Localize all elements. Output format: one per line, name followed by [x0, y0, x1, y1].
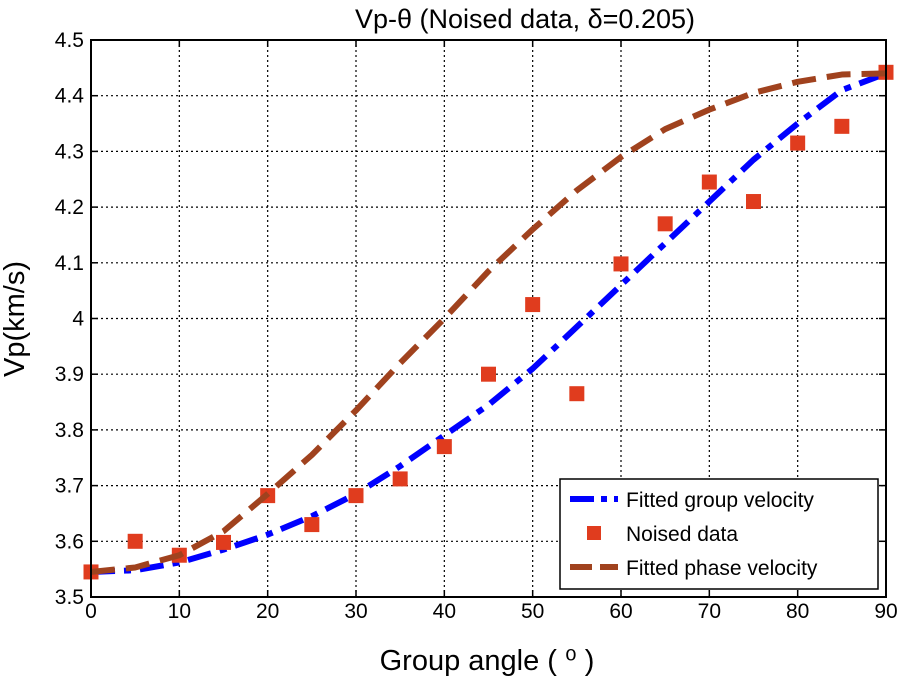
series-layer [83, 64, 894, 580]
series-line-phase-velocity [90, 70, 887, 575]
legend-label-1: Noised data [626, 523, 738, 546]
data-point-noised-1 [127, 533, 143, 549]
y-axis-label: Vp(km/s) [0, 261, 31, 377]
legend-label-2: Fitted phase velocity [626, 557, 818, 580]
x-tick-label-0: 0 [85, 600, 97, 623]
data-point-noised-13 [657, 216, 673, 232]
y-tick-label-4: 3.9 [55, 363, 84, 386]
legend-box [559, 478, 879, 590]
x-tick-label-9: 90 [874, 600, 897, 623]
x-tick-label-7: 70 [698, 600, 721, 623]
x-tick-label-4: 40 [433, 600, 456, 623]
data-point-noised-5 [304, 517, 320, 533]
data-point-noised-7 [392, 471, 408, 487]
data-point-noised-11 [569, 386, 585, 402]
y-tick-label-9: 4.4 [55, 85, 85, 108]
x-axis-label: Group angle ( ⁰ ) [380, 645, 595, 677]
data-point-noised-6 [348, 488, 364, 504]
x-tick-label-1: 10 [168, 600, 191, 623]
legend: Fitted group velocity Noised data Fitted p… [559, 478, 879, 590]
data-point-noised-10 [525, 297, 541, 313]
y-tick-label-10: 4.5 [55, 29, 84, 52]
x-tick-label-3: 30 [344, 600, 367, 623]
axes [90, 39, 887, 598]
data-point-noised-15 [746, 194, 761, 210]
data-point-noised-3 [216, 534, 231, 550]
data-point-noised-9 [481, 366, 496, 382]
y-tick-label-1: 3.6 [55, 530, 84, 553]
y-tick-label-7: 4.2 [55, 196, 84, 219]
data-point-noised-12 [613, 256, 629, 272]
x-tick-label-8: 80 [786, 600, 809, 623]
y-tick-label-5: 4 [72, 308, 84, 331]
y-tick-label-3: 3.8 [55, 419, 84, 442]
data-point-noised-8 [436, 439, 452, 455]
data-point-noised-17 [834, 118, 850, 134]
data-point-noised-16 [790, 135, 806, 151]
y-tick-label-6: 4.1 [55, 252, 84, 275]
y-tick-label-0: 3.5 [55, 586, 84, 609]
chart-title: Vp-θ (Noised data, δ=0.205) [355, 4, 695, 34]
tick-labels: 0 10 20 30 40 50 60 70 80 90 3.5 3.6 3.7 3.8 3.9 4 4.1 4.… [55, 29, 898, 623]
legend-label-0: Fitted group velocity [626, 489, 814, 512]
y-tick-label-2: 3.7 [55, 475, 84, 498]
y-tick-label-8: 4.3 [55, 140, 84, 163]
legend-swatch-noised-data [587, 526, 601, 540]
data-point-noised-14 [701, 174, 717, 190]
x-tick-label-6: 60 [609, 600, 632, 623]
x-tick-label-2: 20 [256, 600, 279, 623]
x-tick-label-5: 50 [521, 600, 544, 623]
